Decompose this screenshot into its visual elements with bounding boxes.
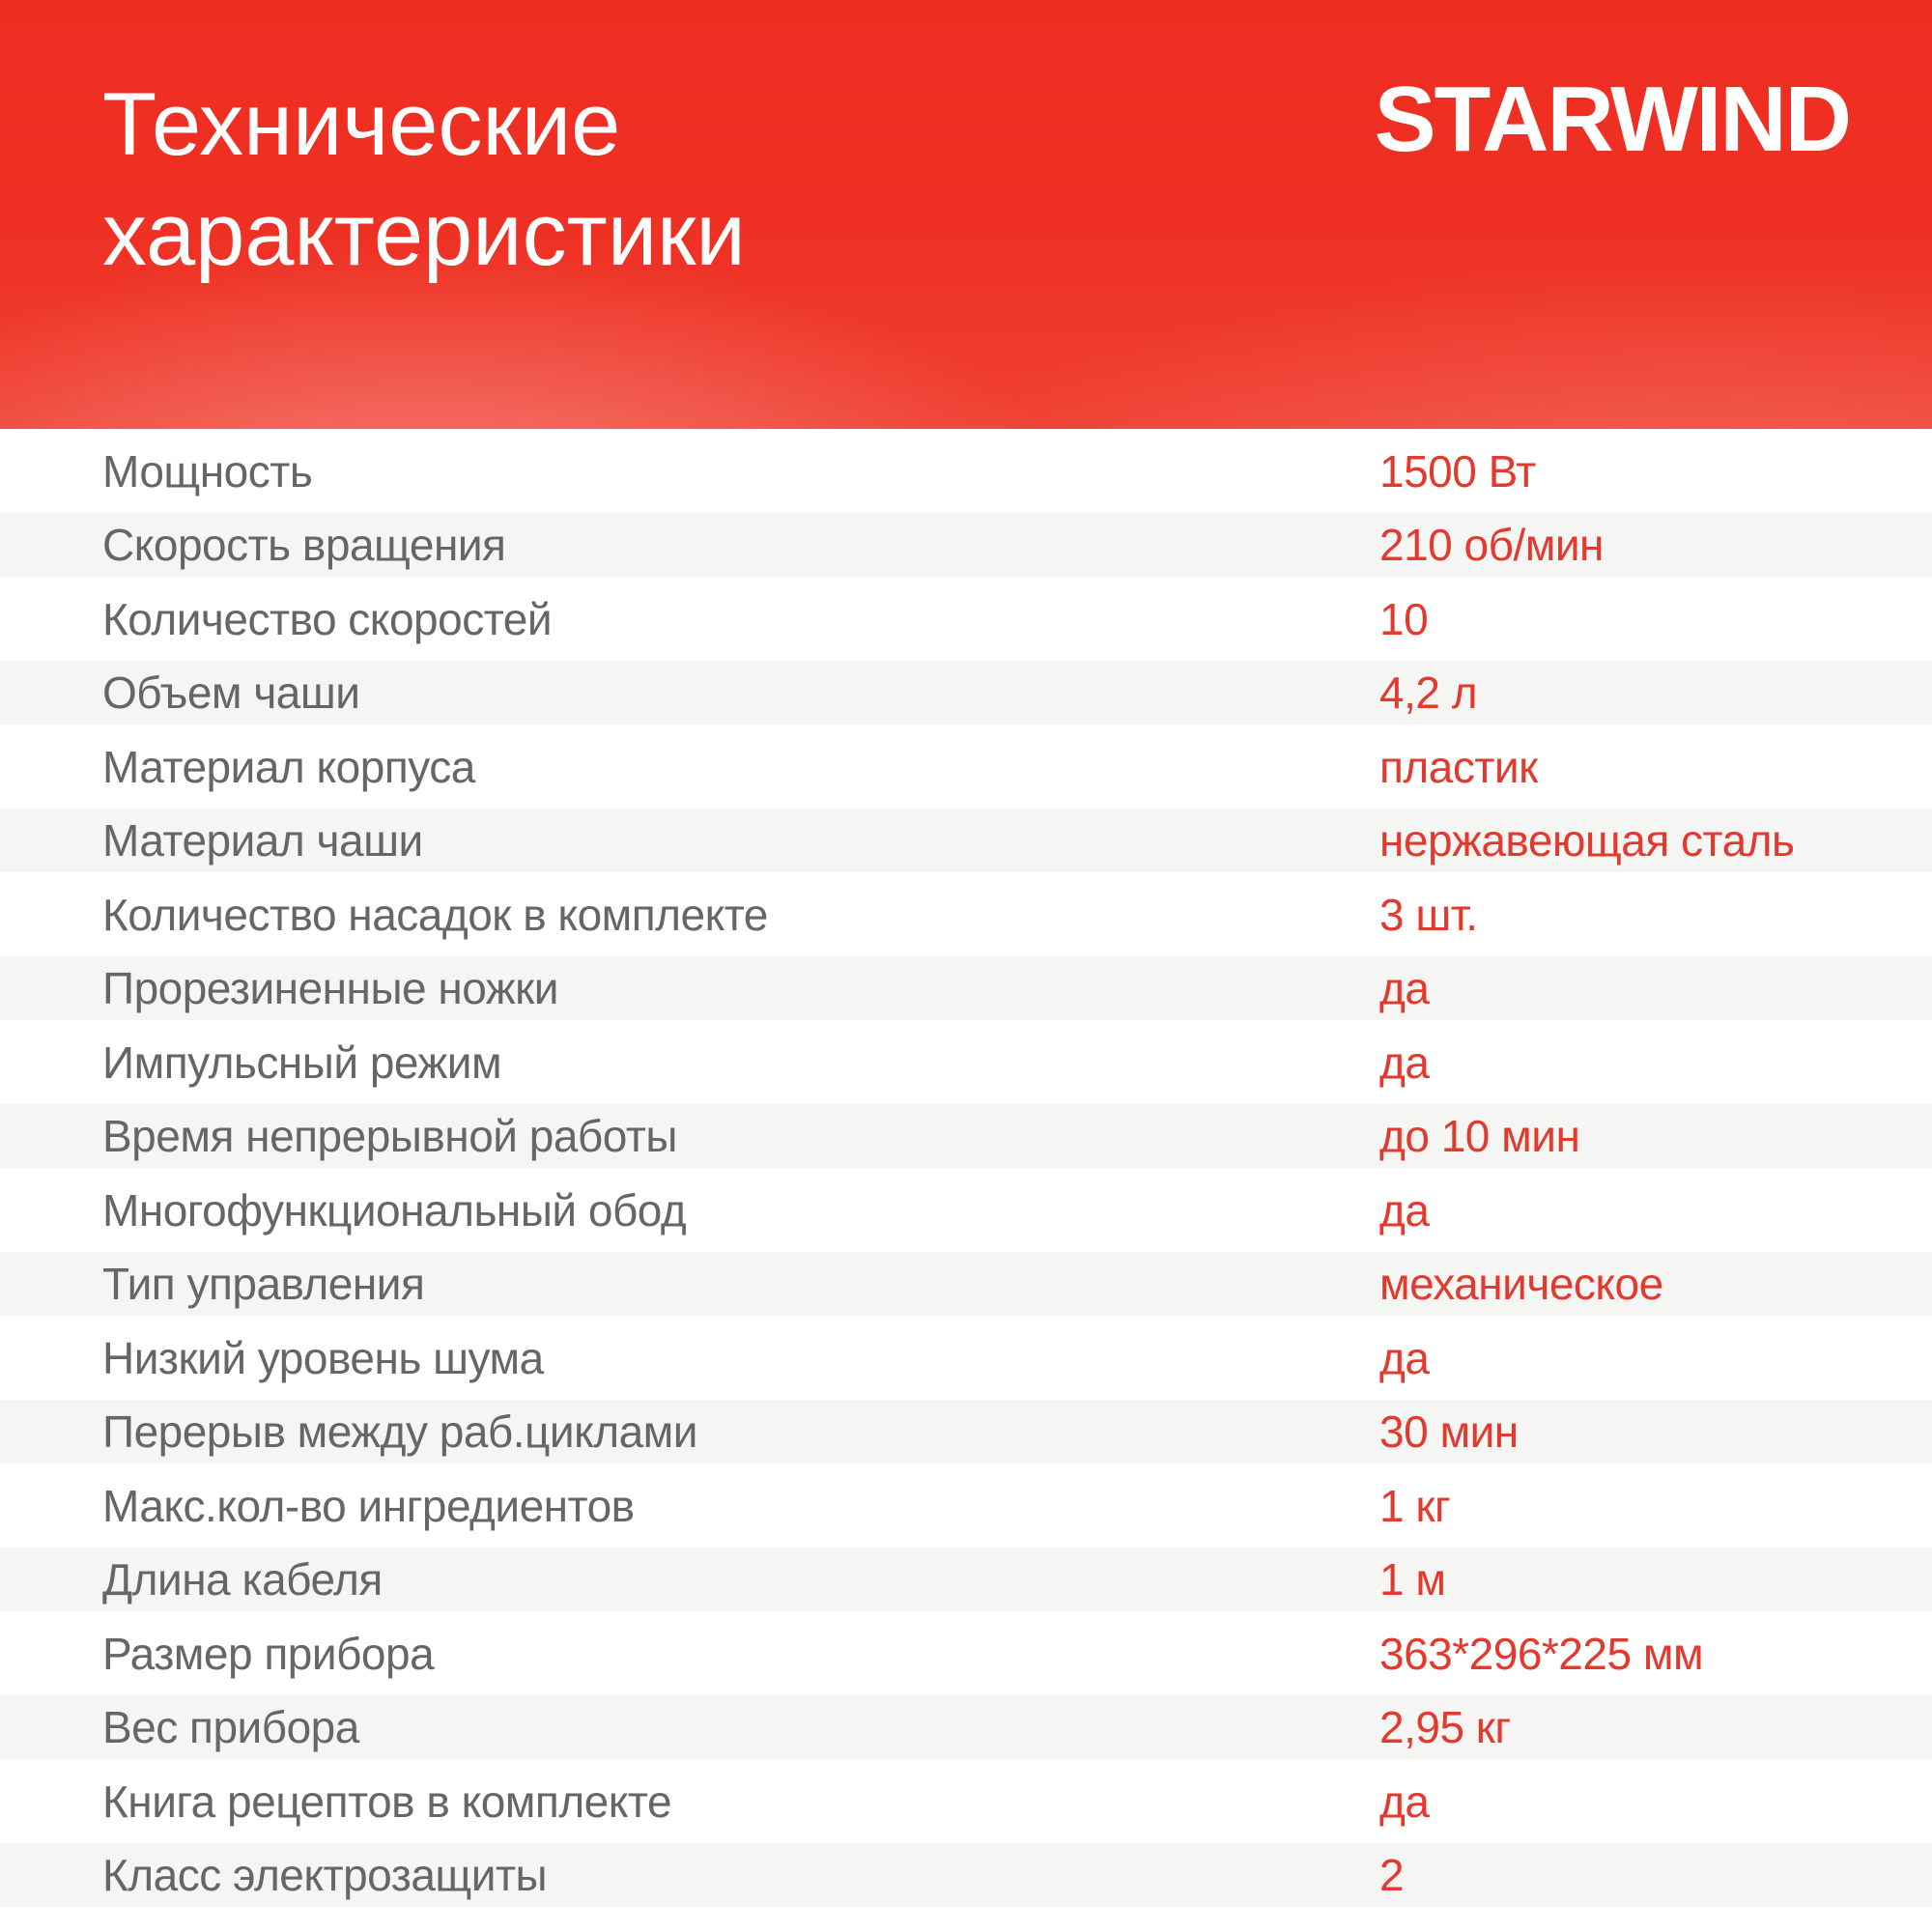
- spec-label: Мощность: [102, 445, 313, 497]
- spec-value: 210 об/мин: [1379, 520, 1604, 570]
- spec-row: Макс.кол-во ингредиентов 1 кг: [0, 1463, 1932, 1548]
- spec-value: 1 кг: [1379, 1480, 1451, 1531]
- spec-row: Прорезиненные ножки да: [0, 956, 1932, 1020]
- header-banner: Технические характеристики STARWIND: [0, 0, 1932, 429]
- spec-value: механическое: [1379, 1259, 1663, 1309]
- spec-label: Прорезиненные ножки: [102, 963, 558, 1013]
- spec-label: Размер прибора: [102, 1628, 435, 1679]
- page-title-line1: Технические: [102, 75, 621, 174]
- bottom-spacer: [0, 1907, 1932, 1932]
- spec-row: Класс электрозащиты 2: [0, 1843, 1932, 1907]
- spec-row: Тип управления механическое: [0, 1252, 1932, 1316]
- spec-table: Мощность 1500 Вт Скорость вращения 210 о…: [0, 429, 1932, 1907]
- spec-row: Материал чаши нержавеющая сталь: [0, 809, 1932, 872]
- spec-row: Низкий уровень шума да: [0, 1316, 1932, 1400]
- spec-row: Время непрерывной работы до 10 мин: [0, 1104, 1932, 1168]
- spec-value: 4,2 л: [1379, 668, 1478, 718]
- spec-value: 30 мин: [1379, 1406, 1519, 1457]
- spec-label: Количество скоростей: [102, 593, 553, 644]
- spec-row: Перерыв между раб.циклами 30 мин: [0, 1400, 1932, 1463]
- spec-row: Скорость вращения 210 об/мин: [0, 513, 1932, 577]
- spec-value: 1500 Вт: [1379, 445, 1536, 497]
- spec-row: Книга рецептов в комплекте да: [0, 1759, 1932, 1843]
- spec-label: Перерыв между раб.циклами: [102, 1406, 697, 1457]
- spec-label: Класс электрозащиты: [102, 1850, 548, 1900]
- spec-row: Размер прибора 363*296*225 мм: [0, 1611, 1932, 1695]
- spec-row: Мощность 1500 Вт: [0, 429, 1932, 513]
- spec-row: Количество насадок в комплекте 3 шт.: [0, 872, 1932, 956]
- spec-value: да: [1379, 963, 1430, 1013]
- spec-value: пластик: [1379, 741, 1538, 792]
- spec-label: Материал чаши: [102, 815, 423, 866]
- spec-label: Объем чаши: [102, 668, 360, 718]
- spec-row: Материал корпуса пластик: [0, 724, 1932, 809]
- spec-label: Многофункциональный обод: [102, 1184, 687, 1236]
- spec-value: 3 шт.: [1379, 889, 1478, 940]
- brand-logo: STARWIND: [1374, 68, 1852, 171]
- spec-row: Многофункциональный обод да: [0, 1168, 1932, 1252]
- spec-row: Импульсный режим да: [0, 1020, 1932, 1104]
- spec-label: Низкий уровень шума: [102, 1332, 544, 1383]
- spec-label: Количество насадок в комплекте: [102, 889, 768, 940]
- spec-value: 363*296*225 мм: [1379, 1628, 1704, 1679]
- spec-value: нержавеющая сталь: [1379, 815, 1795, 866]
- spec-value: да: [1379, 1037, 1430, 1088]
- spec-label: Импульсный режим: [102, 1037, 502, 1088]
- spec-value: да: [1379, 1332, 1430, 1383]
- spec-label: Тип управления: [102, 1259, 425, 1309]
- spec-row: Длина кабеля 1 м: [0, 1548, 1932, 1611]
- spec-value: да: [1379, 1184, 1430, 1236]
- spec-label: Вес прибора: [102, 1702, 359, 1752]
- spec-label: Книга рецептов в комплекте: [102, 1776, 672, 1827]
- spec-label: Длина кабеля: [102, 1554, 383, 1605]
- spec-value: да: [1379, 1776, 1430, 1827]
- spec-label: Скорость вращения: [102, 520, 506, 570]
- page-title: Технические характеристики: [102, 70, 746, 290]
- spec-value: 2,95 кг: [1379, 1702, 1511, 1752]
- spec-label: Материал корпуса: [102, 741, 475, 792]
- spec-label: Макс.кол-во ингредиентов: [102, 1480, 635, 1531]
- spec-value: 10: [1379, 593, 1429, 644]
- spec-label: Время непрерывной работы: [102, 1111, 677, 1161]
- spec-row: Объем чаши 4,2 л: [0, 661, 1932, 724]
- spec-row: Количество скоростей 10: [0, 577, 1932, 661]
- spec-value: 1 м: [1379, 1554, 1446, 1605]
- page-title-line2: характеристики: [102, 185, 746, 284]
- spec-value: до 10 мин: [1379, 1111, 1580, 1161]
- spec-row: Вес прибора 2,95 кг: [0, 1695, 1932, 1759]
- spec-value: 2: [1379, 1850, 1405, 1900]
